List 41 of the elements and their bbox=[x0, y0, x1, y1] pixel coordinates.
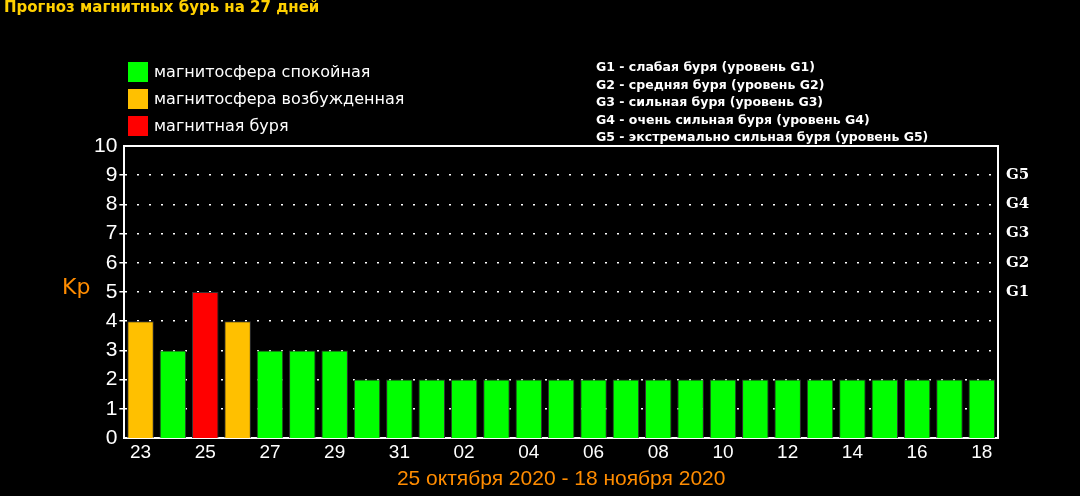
text: G3 - сильная буря (уровень G3) bbox=[596, 93, 825, 111]
y-tick-label: 9 bbox=[105, 162, 118, 185]
x-axis-title: 25 октября 2020 - 18 ноября 2020 bbox=[396, 466, 726, 490]
text: G5 - экстремально сильная буря (уровень G5) bbox=[596, 128, 929, 146]
x-tick-label: 29 bbox=[324, 440, 346, 462]
x-tick-label: 31 bbox=[388, 440, 410, 462]
x-tick-label: 02 bbox=[453, 440, 475, 462]
x-tick-label: 23 bbox=[129, 440, 152, 462]
x-tick-label: 25 bbox=[194, 440, 216, 462]
text: G4 - очень сильная буря (уровень G4) bbox=[596, 110, 871, 128]
y-tick-label: 1 bbox=[105, 395, 118, 419]
x-tick-label: 04 bbox=[518, 440, 540, 462]
x-tick-label: 08 bbox=[647, 440, 669, 462]
x-tick-label: 16 bbox=[906, 440, 928, 462]
y-tick-label: 10 bbox=[94, 132, 118, 156]
x-tick-label: 18 bbox=[971, 440, 993, 462]
x-tick-label: 14 bbox=[841, 440, 864, 462]
text: G2 - средняя буря (уровень G2) bbox=[596, 75, 826, 93]
text: G1 - слабая буря (уровень G1) bbox=[596, 58, 816, 76]
text: G3 bbox=[1006, 223, 1030, 242]
x-tick-label: 27 bbox=[259, 440, 281, 462]
y-tick-label: 3 bbox=[105, 337, 118, 361]
text: G1 bbox=[1006, 281, 1030, 300]
x-tick-label: 12 bbox=[777, 440, 799, 462]
y-axis-title: Kp bbox=[62, 274, 91, 299]
y-tick-label: 6 bbox=[105, 249, 118, 273]
y-tick-label: 7 bbox=[105, 220, 118, 244]
y-tick-label: 0 bbox=[105, 424, 118, 448]
y-tick-label: 8 bbox=[105, 191, 118, 215]
text: G5 bbox=[1006, 165, 1030, 184]
y-tick-label: 5 bbox=[105, 278, 118, 302]
x-tick-label: 10 bbox=[712, 440, 734, 462]
text: G4 bbox=[1006, 194, 1030, 213]
y-tick-label: 2 bbox=[105, 366, 118, 390]
y-tick-label: 4 bbox=[105, 308, 118, 331]
legend-label: магнитная буря bbox=[154, 116, 289, 135]
text: G2 bbox=[1006, 252, 1030, 271]
chart-title: Прогноз магнитных бурь на 27 дней bbox=[4, 0, 320, 16]
x-tick-label: 06 bbox=[582, 440, 605, 462]
legend-label: магнитосфера спокойная bbox=[154, 62, 371, 81]
legend-label: магнитосфера возбужденная bbox=[154, 89, 405, 108]
